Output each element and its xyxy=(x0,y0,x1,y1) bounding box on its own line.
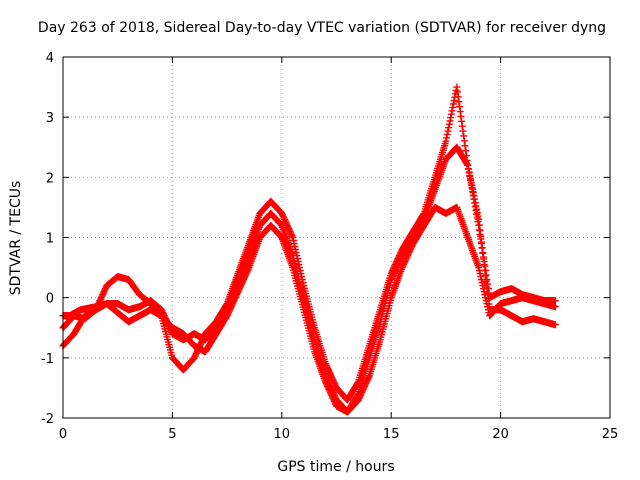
x-tick-label: 15 xyxy=(383,427,400,442)
y-tick-label: 0 xyxy=(46,292,54,307)
data-point xyxy=(551,321,559,329)
y-tick-label: -2 xyxy=(41,412,54,427)
data-point xyxy=(551,297,559,305)
x-tick-label: 0 xyxy=(59,427,67,442)
y-tick-label: 4 xyxy=(46,51,54,66)
y-tick-label: 3 xyxy=(46,111,54,126)
x-tick-label: 25 xyxy=(602,427,619,442)
chart-title: Day 263 of 2018, Sidereal Day-to-day VTE… xyxy=(38,20,606,36)
y-tick-label: 2 xyxy=(46,171,54,186)
y-axis-label: SDTVAR / TECUs xyxy=(8,181,24,296)
y-tick-label: 1 xyxy=(46,232,54,247)
x-tick-label: 20 xyxy=(492,427,509,442)
data-layer xyxy=(59,83,559,416)
series-track-c xyxy=(59,83,559,404)
x-tick-label: 10 xyxy=(274,427,291,442)
x-tick-label: 5 xyxy=(168,427,176,442)
y-tick-label: -1 xyxy=(41,352,54,367)
x-axis-label: GPS time / hours xyxy=(277,459,394,475)
series-track-b xyxy=(59,203,559,416)
ticks: 0 5 10 15 20 25 -2 -1 0 1 2 3 4 xyxy=(41,51,618,442)
data-point xyxy=(551,303,559,311)
grid xyxy=(63,57,610,418)
